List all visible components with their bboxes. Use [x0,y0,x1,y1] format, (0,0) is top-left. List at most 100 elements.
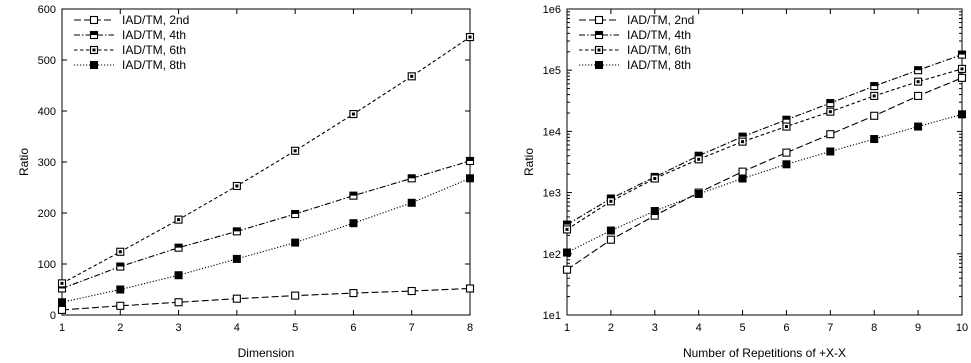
data-point-fill [914,66,922,71]
legend-marker [90,61,98,69]
data-point [58,298,66,307]
x-tick-label: 6 [350,322,356,334]
x-tick-label: 1 [59,322,65,334]
legend-marker [595,61,603,69]
data-point [465,32,475,42]
legend-marker [89,15,99,25]
legend-marker [89,30,99,40]
data-point [562,225,572,234]
data-point [738,137,747,146]
data-point [914,77,923,86]
data-point [407,286,416,296]
legend-entry: IAD/TM, 6th [579,43,691,57]
data-point-fill [349,192,357,196]
data-point [349,110,358,119]
data-point-fill [958,51,966,55]
data-point [291,209,300,219]
data-point [870,91,879,100]
series-line [566,77,963,271]
data-point [116,247,125,256]
legend-entry: IAD/TM, 2nd [579,13,694,27]
x-tick-label: 7 [409,322,415,334]
legend-label: IAD/TM, 6th [122,43,186,57]
data-point-fill [175,244,183,248]
data-point-dot [653,176,657,180]
data-point [465,156,475,166]
data-point [116,285,125,294]
right-chart-panel: 1 2 3 4 5 6 7 8 9 10 1e1 1e2 1e3 1e4 1e5 1e6 Number of R… [522,4,968,360]
y-tick-label: 1e3 [543,188,561,200]
x-tick-label: 2 [117,322,123,334]
data-point [957,64,967,73]
x-tick-label: 9 [915,322,921,334]
data-point [914,122,923,131]
series-line [61,287,471,311]
data-point [826,147,835,156]
data-point [291,146,300,155]
x-tick-label: 5 [739,322,745,334]
data-point [174,298,183,307]
data-point [349,289,358,298]
series-4 [563,110,966,257]
data-point-fill [739,133,747,137]
series-2 [57,156,475,293]
data-point-dot [916,80,920,84]
data-point [407,174,416,183]
data-point-dot [235,184,239,188]
data-point-fill [695,152,703,156]
data-point [782,160,791,169]
y-tick-label: 200 [38,208,56,220]
data-point [826,130,835,139]
legend-entry: IAD/TM, 2nd [74,13,189,27]
data-point-dot [410,74,414,78]
data-point [232,227,241,236]
x-tick-label: 4 [234,322,240,334]
x-tick-label: 3 [176,322,182,334]
legend-entry: IAD/TM, 4th [74,28,186,42]
y-tick-label: 300 [38,157,56,169]
y-tick-label: 1e5 [543,65,561,77]
data-point [958,110,966,119]
data-point-fill [563,221,571,225]
x-tick-label: 5 [292,322,298,334]
data-point [826,99,835,108]
data-point-dot [609,199,613,203]
data-point-fill [408,174,416,179]
series-2 [562,50,967,229]
data-point-fill [782,116,790,120]
legend-label: IAD/TM, 8th [627,58,691,72]
legend-marker [594,45,604,55]
data-point-fill [116,263,124,267]
legend-marker-dot [597,48,601,52]
data-point-dot [293,149,297,153]
x-tick-label: 4 [696,322,702,334]
y-tick-label: 1e6 [543,4,561,16]
data-point-fill [233,227,241,232]
y-tick-label: 1e1 [543,310,561,322]
series-line [566,54,963,226]
y-tick-label: 500 [38,55,56,67]
x-tick-label: 2 [608,322,614,334]
series-4 [58,174,474,307]
x-tick-label: 8 [871,322,877,334]
data-point [465,284,475,293]
x-tick-label: 8 [467,322,473,334]
legend-marker-fill [595,31,603,35]
legend-marker [594,15,604,25]
data-point [407,198,416,207]
data-point [174,215,183,224]
legend-label: IAD/TM, 4th [122,28,186,42]
data-point [291,238,300,247]
legend-label: IAD/TM, 2nd [122,13,189,27]
data-point-dot [118,250,122,254]
data-point-dot [960,67,964,71]
data-point-dot [741,140,745,144]
legend-marker-dot [92,48,96,52]
data-point [650,174,659,183]
data-point [826,107,835,116]
x-tick-label: 10 [956,322,968,334]
y-tick-label: 400 [38,106,56,118]
x-axis-title: Dimension [238,346,295,360]
data-point [606,197,615,206]
